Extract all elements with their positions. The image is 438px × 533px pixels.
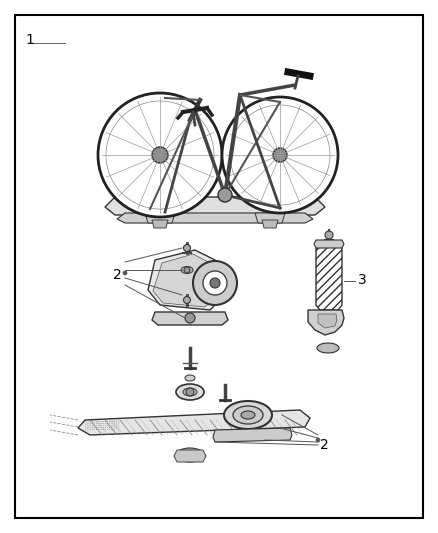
Polygon shape [314,240,344,248]
Circle shape [222,97,338,213]
Polygon shape [105,197,325,215]
Circle shape [210,278,220,288]
Text: 3: 3 [358,273,367,287]
Circle shape [230,105,330,205]
Polygon shape [117,213,313,223]
Text: 2: 2 [320,438,329,452]
Circle shape [193,261,237,305]
Ellipse shape [317,343,339,353]
Circle shape [186,388,194,396]
Polygon shape [262,220,278,228]
Polygon shape [152,220,168,228]
Text: 2: 2 [113,268,122,282]
Polygon shape [318,314,337,328]
Polygon shape [255,213,285,223]
Ellipse shape [176,448,204,462]
Circle shape [123,271,127,275]
Circle shape [152,147,168,163]
Circle shape [98,93,222,217]
Ellipse shape [233,406,263,424]
Polygon shape [308,310,344,335]
Ellipse shape [224,401,272,429]
Polygon shape [78,410,310,435]
Ellipse shape [241,411,255,419]
Circle shape [184,245,191,252]
Circle shape [325,231,333,239]
Circle shape [273,148,287,162]
Circle shape [185,313,195,323]
Polygon shape [148,250,220,310]
Circle shape [184,296,191,303]
Polygon shape [153,254,214,307]
Ellipse shape [183,388,197,396]
Polygon shape [316,242,342,310]
Circle shape [218,188,232,202]
Ellipse shape [185,375,195,381]
Circle shape [106,101,214,209]
Circle shape [316,438,320,442]
Ellipse shape [176,384,204,400]
Polygon shape [174,450,206,462]
Circle shape [184,267,190,273]
Polygon shape [152,312,228,325]
Ellipse shape [181,266,193,273]
Polygon shape [145,213,175,223]
Polygon shape [213,428,292,442]
Circle shape [203,271,227,295]
Text: 1: 1 [25,33,34,47]
